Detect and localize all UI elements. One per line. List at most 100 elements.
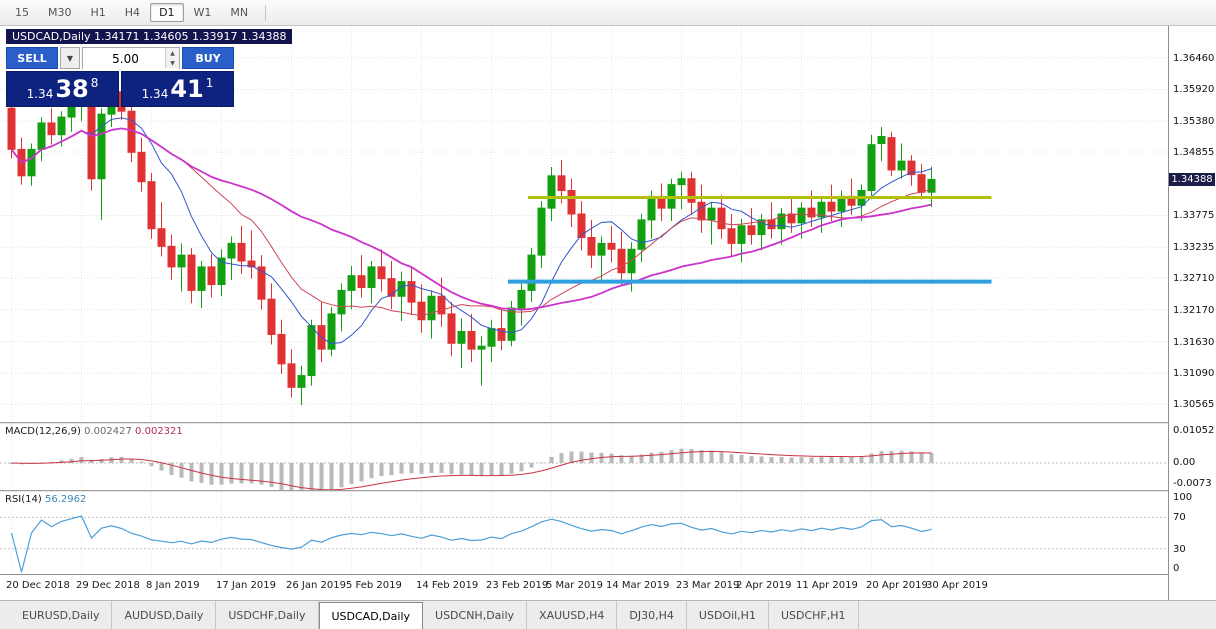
date-axis-label: 29 Dec 2018 <box>76 580 140 591</box>
candle <box>517 289 526 309</box>
chart-tab-usdoil-h1[interactable]: USDOil,H1 <box>687 601 769 629</box>
macd-histogram-bar <box>139 461 144 463</box>
rsi-name: RSI(14) <box>5 494 42 505</box>
candle <box>767 219 776 230</box>
macd-histogram-bar <box>279 462 284 490</box>
chart-tab-usdcad-daily[interactable]: USDCAD,Daily <box>318 602 424 629</box>
candle <box>777 213 786 230</box>
macd-histogram-bar <box>259 462 264 485</box>
candle <box>797 207 806 224</box>
chart-tab-dj30-h4[interactable]: DJ30,H4 <box>617 601 687 629</box>
chart-tab-audusd-daily[interactable]: AUDUSD,Daily <box>112 601 217 629</box>
panel-separator[interactable] <box>0 422 1168 424</box>
macd-histogram-bar <box>419 462 424 474</box>
macd-histogram-bar <box>519 462 524 472</box>
volume-spinner: ▲ ▼ <box>165 48 179 68</box>
buy-price-panel[interactable]: 1.34 41 1 <box>121 71 234 107</box>
candle <box>607 242 616 250</box>
chevron-down-icon[interactable]: ▼ <box>60 47 80 69</box>
candle <box>807 207 816 218</box>
price-scale-tick: 1.31090 <box>1173 368 1215 380</box>
chart-tab-bar: EURUSD,Daily AUDUSD,Daily USDCHF,Daily USDC… <box>0 600 1216 629</box>
chart-tab-eurusd-daily[interactable]: EURUSD,Daily <box>10 601 113 629</box>
macd-histogram-bar <box>299 462 304 490</box>
date-axis-label: 26 Jan 2019 <box>286 580 346 591</box>
timeframe-button-w1[interactable]: W1 <box>193 6 212 19</box>
timeframe-button-15[interactable]: 15 <box>15 6 29 19</box>
macd-histogram-bar <box>909 451 914 463</box>
candle <box>57 116 66 136</box>
timeframe-button-d1[interactable]: D1 <box>150 3 184 22</box>
candle <box>207 266 216 286</box>
candle <box>67 104 76 118</box>
sell-price-panel[interactable]: 1.34 38 8 <box>6 71 119 107</box>
macd-histogram-bar <box>379 462 384 477</box>
macd-histogram-bar <box>919 452 924 463</box>
price-scale-tick: 1.32710 <box>1173 273 1215 285</box>
candle <box>717 207 726 230</box>
candle <box>487 328 496 347</box>
timeframe-button-h1[interactable]: H1 <box>90 6 106 19</box>
date-axis-label: 20 Apr 2019 <box>866 580 928 591</box>
macd-histogram-bar <box>809 457 814 463</box>
macd-histogram-bar <box>439 462 444 473</box>
timeframe-button-h4[interactable]: H4 <box>124 6 141 19</box>
buy-price-pips: 41 <box>170 75 204 103</box>
spinner-down-icon[interactable]: ▼ <box>166 58 179 68</box>
macd-histogram-bar <box>669 450 674 463</box>
macd-histogram-bar <box>739 455 744 463</box>
candle <box>637 219 646 250</box>
macd-histogram-bar <box>499 462 504 476</box>
chart-tab-xauusd-h4[interactable]: XAUUSD,H4 <box>527 601 618 629</box>
candlestick-chart[interactable] <box>0 26 1168 422</box>
macd-scale-tick: 0.00 <box>1173 456 1196 468</box>
candle <box>267 298 276 335</box>
chart-tab-usdchf-daily[interactable]: USDCHF,Daily <box>216 601 319 629</box>
rsi-chart[interactable] <box>0 492 1168 574</box>
macd-histogram-bar <box>129 458 134 463</box>
sell-button[interactable]: SELL <box>6 47 58 69</box>
rsi-line <box>10 515 932 573</box>
macd-histogram-bar <box>629 455 634 463</box>
spinner-up-icon[interactable]: ▲ <box>166 48 179 58</box>
one-click-trading-panel: SELL ▼ ▲ ▼ BUY 1.34 <box>6 47 234 107</box>
candle <box>177 254 186 268</box>
price-scale[interactable]: 1.36460 1.35920 1.35380 1.34855 1.33775 1.332… <box>1168 26 1216 600</box>
candle <box>437 295 446 315</box>
buy-button[interactable]: BUY <box>182 47 234 69</box>
macd-histogram-bar <box>769 457 774 463</box>
date-axis[interactable]: 20 Dec 2018 29 Dec 2018 8 Jan 2019 17 Jan 2… <box>0 574 1168 598</box>
candle <box>417 301 426 321</box>
macd-scale-tick: -0.0073 <box>1173 478 1212 489</box>
candle <box>707 207 716 221</box>
volume-input[interactable] <box>83 49 179 69</box>
candle <box>527 254 536 291</box>
macd-histogram-bar <box>819 457 824 463</box>
macd-scale-tick: 0.01052 <box>1173 425 1215 436</box>
macd-histogram-bar <box>359 462 364 482</box>
timeframe-button-m30[interactable]: M30 <box>48 6 72 19</box>
chart-tab-usdcnh-daily[interactable]: USDCNH,Daily <box>423 601 528 629</box>
macd-chart[interactable] <box>0 424 1168 490</box>
chart-tab-usdchf-h1[interactable]: USDCHF,H1 <box>769 601 859 629</box>
current-price-badge: 1.34388 <box>1169 173 1215 187</box>
macd-histogram-bar <box>59 460 64 463</box>
macd-histogram-bar <box>469 462 474 476</box>
macd-histogram-bar <box>849 456 854 463</box>
sell-price-pips: 38 <box>55 75 89 103</box>
timeframe-button-mn[interactable]: MN <box>230 6 249 19</box>
panel-separator[interactable] <box>0 490 1168 492</box>
candle <box>407 281 416 303</box>
macd-histogram-bar <box>889 451 894 463</box>
macd-histogram-bar <box>479 462 484 477</box>
price-scale-tick: 1.30565 <box>1173 399 1215 411</box>
macd-histogram-bar <box>369 462 374 479</box>
macd-histogram-bar <box>649 452 654 463</box>
macd-histogram-bar <box>179 462 184 478</box>
candle <box>547 175 556 209</box>
macd-histogram-bar <box>119 456 124 463</box>
macd-histogram-bar <box>679 448 684 463</box>
candle <box>247 260 256 268</box>
candle <box>737 225 746 244</box>
candle <box>357 275 366 288</box>
